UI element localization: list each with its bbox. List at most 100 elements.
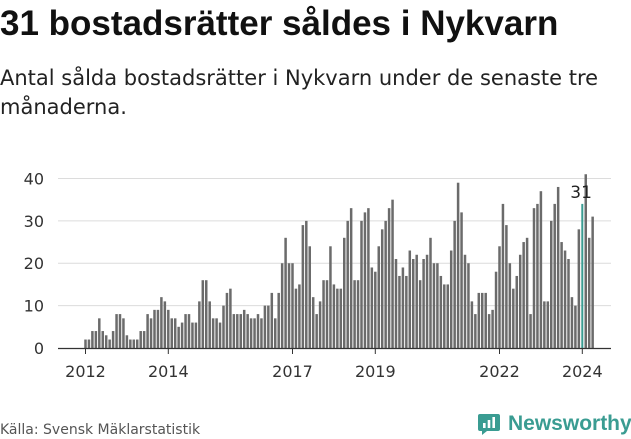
highlight-bar bbox=[581, 203, 584, 348]
bar bbox=[491, 309, 494, 348]
bar bbox=[353, 280, 356, 348]
bar bbox=[191, 322, 194, 348]
bar bbox=[187, 314, 191, 348]
x-tick-label: 2014 bbox=[148, 362, 189, 381]
x-tick-label: 2022 bbox=[479, 362, 520, 381]
bar bbox=[153, 309, 156, 348]
bar bbox=[205, 280, 208, 348]
bar bbox=[460, 212, 463, 348]
bar bbox=[277, 292, 280, 348]
bar bbox=[208, 301, 211, 348]
bar bbox=[443, 284, 446, 348]
bar bbox=[587, 237, 591, 348]
highlight-value-label: 31 bbox=[570, 183, 592, 203]
bar bbox=[508, 263, 512, 348]
bar bbox=[505, 225, 508, 348]
x-tick-label: 2019 bbox=[355, 362, 396, 381]
bar bbox=[163, 301, 167, 348]
bar bbox=[98, 318, 101, 348]
bar bbox=[498, 246, 501, 348]
bar bbox=[253, 318, 256, 348]
bar bbox=[101, 331, 104, 348]
bar bbox=[239, 314, 242, 348]
bar bbox=[160, 297, 163, 348]
bar bbox=[577, 229, 581, 348]
bar bbox=[146, 314, 149, 348]
bar bbox=[180, 322, 184, 348]
bar bbox=[291, 263, 294, 348]
bar bbox=[122, 318, 125, 348]
bar bbox=[84, 339, 87, 348]
bar bbox=[284, 237, 287, 348]
bar bbox=[494, 271, 498, 348]
bar bbox=[194, 322, 198, 348]
x-tick-label: 2012 bbox=[65, 362, 106, 381]
bar bbox=[529, 314, 532, 348]
grid-lines bbox=[58, 177, 611, 307]
bar bbox=[115, 314, 118, 348]
bar bbox=[536, 203, 539, 348]
bar bbox=[167, 309, 170, 348]
bar bbox=[322, 280, 325, 348]
y-tick-label: 0 bbox=[34, 339, 44, 358]
bar bbox=[432, 263, 436, 348]
bar bbox=[467, 263, 470, 348]
bar bbox=[236, 314, 239, 348]
bar bbox=[546, 301, 550, 348]
bar bbox=[315, 314, 318, 348]
bar bbox=[394, 259, 398, 348]
bar bbox=[405, 275, 408, 348]
bar bbox=[229, 288, 232, 348]
bar bbox=[246, 314, 249, 348]
bar bbox=[325, 280, 329, 348]
x-axis bbox=[58, 347, 611, 354]
bar bbox=[280, 263, 284, 348]
bar bbox=[218, 322, 222, 348]
bar bbox=[108, 339, 111, 348]
bar bbox=[132, 339, 136, 348]
bar bbox=[584, 174, 587, 348]
bar bbox=[398, 275, 401, 348]
bar bbox=[374, 271, 377, 348]
bar bbox=[305, 220, 308, 348]
bar bbox=[391, 199, 394, 348]
bar bbox=[294, 288, 298, 348]
bar bbox=[543, 301, 546, 348]
bar bbox=[318, 301, 322, 348]
y-tick-label: 20 bbox=[24, 254, 44, 273]
bar bbox=[425, 254, 429, 348]
bar bbox=[343, 237, 346, 348]
highlight-callout: 31 bbox=[570, 183, 592, 203]
bar bbox=[550, 220, 553, 348]
bar bbox=[487, 314, 491, 348]
bar bbox=[222, 305, 225, 348]
bar bbox=[512, 288, 515, 348]
bar bbox=[118, 314, 122, 348]
bar bbox=[553, 203, 556, 348]
bar bbox=[225, 292, 229, 348]
bar bbox=[91, 331, 94, 348]
bar bbox=[287, 263, 291, 348]
bar bbox=[439, 275, 443, 348]
bar bbox=[329, 246, 332, 348]
bar bbox=[260, 318, 263, 348]
bar bbox=[104, 335, 108, 348]
bar bbox=[201, 280, 205, 348]
bar bbox=[367, 208, 370, 348]
bar bbox=[198, 301, 201, 348]
bar bbox=[387, 208, 391, 348]
brand-logo[interactable]: Newsworthy bbox=[477, 410, 631, 438]
newsworthy-logo-icon bbox=[478, 414, 500, 435]
bar bbox=[111, 331, 115, 348]
bar bbox=[463, 254, 467, 348]
bar bbox=[94, 331, 98, 348]
bar bbox=[422, 259, 425, 348]
bar bbox=[456, 182, 460, 348]
bar bbox=[336, 288, 339, 348]
bar bbox=[149, 318, 153, 348]
bar bbox=[125, 335, 129, 348]
bar bbox=[567, 259, 570, 348]
bar bbox=[470, 301, 474, 348]
bar bbox=[570, 297, 574, 348]
